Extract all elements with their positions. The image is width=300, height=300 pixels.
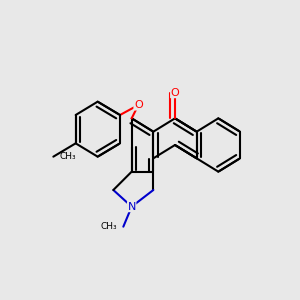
Text: O: O	[171, 88, 179, 98]
Text: O: O	[134, 100, 143, 110]
Text: CH₃: CH₃	[59, 152, 76, 161]
Text: CH₃: CH₃	[101, 222, 117, 231]
Text: N: N	[128, 202, 136, 212]
